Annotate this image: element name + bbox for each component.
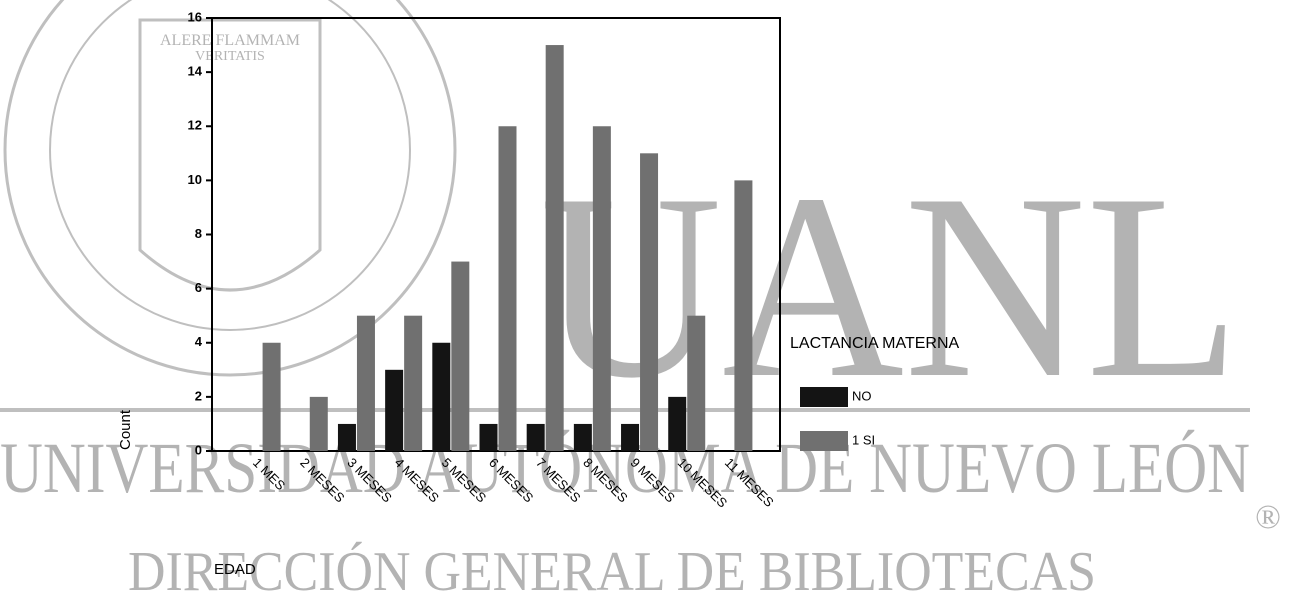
bar: [734, 180, 753, 451]
legend-label: NO: [852, 388, 872, 403]
bar: [451, 261, 470, 451]
y-tick-label: 2: [195, 388, 202, 403]
y-tick-label: 8: [195, 226, 202, 241]
legend-swatch: [800, 387, 848, 407]
registered-mark: ®: [1255, 499, 1281, 536]
bar: [479, 423, 498, 451]
motto: VERITATIS: [195, 49, 265, 64]
y-tick-label: 10: [188, 172, 202, 187]
bar: [545, 45, 564, 451]
legend-title: LACTANCIA MATERNA: [790, 335, 960, 352]
bar: [404, 315, 423, 451]
seal-ring: [49, 0, 411, 331]
y-tick-label: 6: [195, 280, 202, 295]
bar: [385, 369, 404, 451]
y-tick-label: 12: [188, 118, 202, 133]
bar: [356, 315, 375, 451]
bar: [573, 423, 592, 451]
legend-label: 1 SI: [852, 432, 875, 447]
bar: [432, 342, 451, 451]
bar: [621, 423, 640, 451]
library-name: DIRECCIÓN GENERAL DE BIBLIOTECAS: [128, 540, 1096, 596]
y-tick-label: 14: [188, 64, 203, 79]
x-axis-title: EDAD: [214, 561, 256, 578]
bar: [687, 315, 706, 451]
y-axis-title: Count: [117, 409, 134, 450]
seal-shield: [138, 18, 322, 292]
bar: [526, 423, 545, 451]
legend-swatch: [800, 431, 848, 451]
seal-ring: [3, 0, 457, 377]
motto: ALERE FLAMMAM: [160, 32, 300, 49]
bar: [592, 126, 611, 451]
bar: [262, 342, 281, 451]
bar: [640, 153, 659, 451]
y-tick-label: 4: [195, 334, 203, 349]
y-tick-label: 0: [195, 442, 202, 457]
bar: [668, 396, 687, 451]
bar: [498, 126, 517, 451]
y-tick-label: 16: [188, 9, 202, 24]
bar: [309, 396, 328, 451]
bar: [337, 423, 356, 451]
